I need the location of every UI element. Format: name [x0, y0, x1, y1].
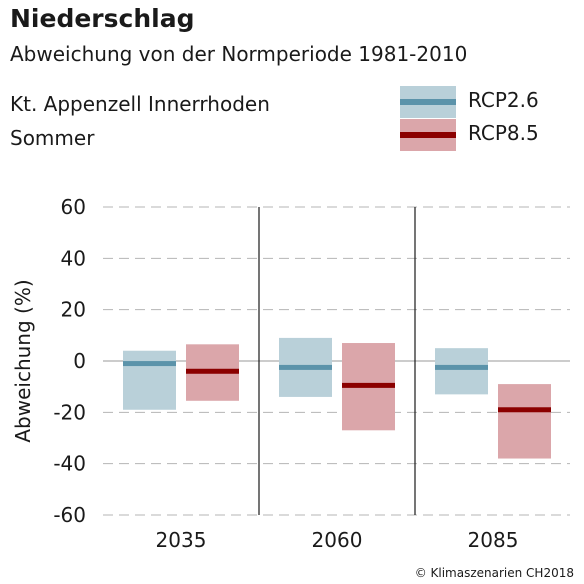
season-label: Sommer — [10, 126, 95, 150]
legend-line-rcp26 — [400, 99, 456, 105]
copyright-credit: © Klimaszenarien CH2018 — [414, 566, 574, 580]
y-tick-label: 0 — [73, 349, 86, 373]
x-tick-label: 2085 — [468, 528, 519, 552]
y-axis-label: Abweichung (%) — [11, 279, 35, 442]
y-tick-label: 40 — [61, 246, 86, 270]
range-bar-rcp26 — [123, 350, 176, 410]
y-tick-label: -60 — [53, 503, 86, 527]
region-label: Kt. Appenzell Innerrhoden — [10, 92, 270, 116]
y-tick-label: 60 — [61, 195, 86, 219]
range-bar-rcp26 — [435, 348, 488, 395]
legend-line-rcp85 — [400, 132, 456, 138]
median-line-rcp26 — [123, 361, 176, 367]
range-bar-rcp85 — [498, 384, 551, 459]
median-line-rcp85 — [186, 368, 239, 374]
median-line-rcp85 — [498, 407, 551, 413]
x-tick-label: 2035 — [156, 528, 207, 552]
y-tick-label: -40 — [53, 452, 86, 476]
y-tick-label: -20 — [53, 400, 86, 424]
legend-label-rcp26: RCP2.6 — [468, 88, 539, 112]
legend-item-rcp26: RCP2.6 — [400, 86, 580, 118]
legend-item-rcp85: RCP8.5 — [400, 119, 580, 151]
chart-subtitle: Abweichung von der Normperiode 1981-2010 — [10, 42, 468, 66]
median-line-rcp85 — [342, 382, 395, 388]
y-tick-label: 20 — [61, 298, 86, 322]
legend-label-rcp85: RCP8.5 — [468, 121, 539, 145]
median-line-rcp26 — [279, 364, 332, 370]
median-line-rcp26 — [435, 364, 488, 370]
chart-title: Niederschlag — [10, 4, 195, 33]
x-tick-label: 2060 — [312, 528, 363, 552]
